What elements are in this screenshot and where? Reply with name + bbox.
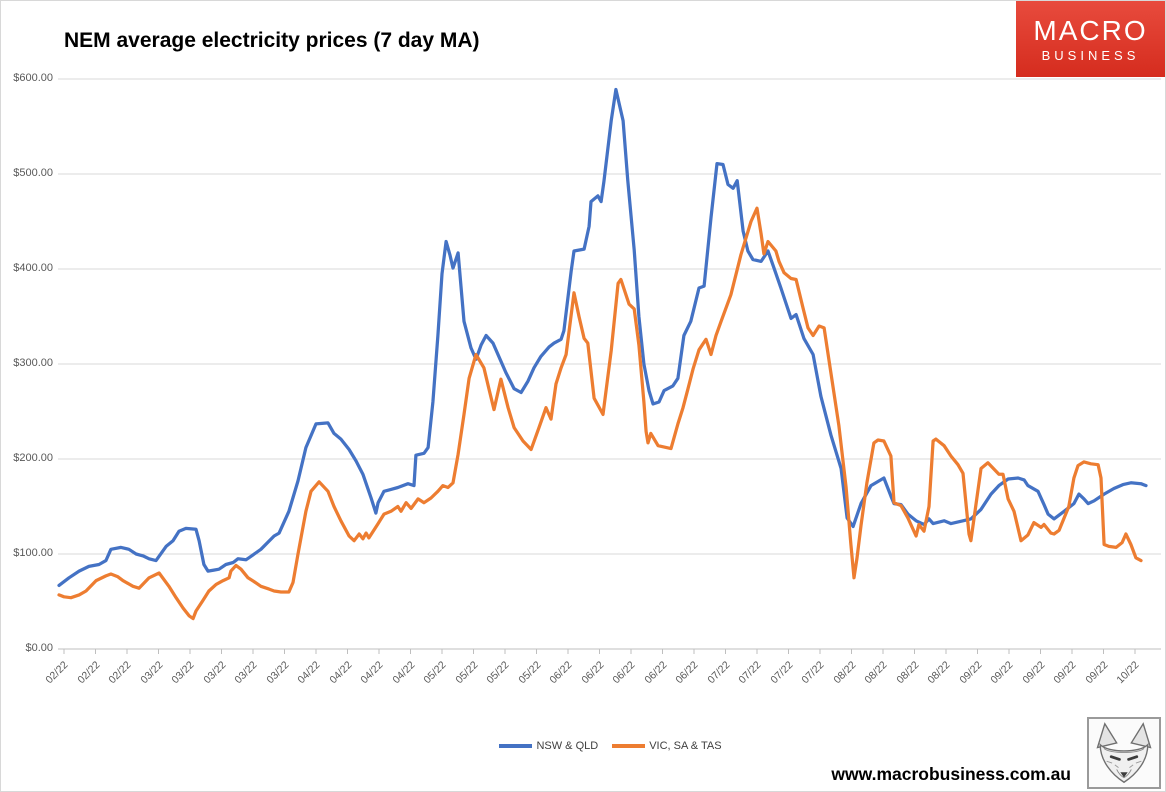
macrobusiness-logo: MACRO BUSINESS <box>1016 1 1165 77</box>
logo-text-macro: MACRO <box>1033 14 1148 46</box>
legend-label-nsw-qld: NSW & QLD <box>536 740 599 752</box>
y-axis-label: $500.00 <box>13 167 53 179</box>
legend-item-vic-sa-tas: VIC, SA & TAS <box>612 740 722 752</box>
vic-sa-tas-line <box>57 206 1143 621</box>
legend-item-nsw-qld: NSW & QLD <box>499 740 598 752</box>
fox-logo <box>1087 717 1161 789</box>
nsw-qld-line <box>57 87 1148 588</box>
legend-swatch-vic-sa-tas <box>612 744 646 748</box>
logo-text-business: BUSINESS <box>1041 47 1140 63</box>
website-url: www.macrobusiness.com.au <box>831 764 1071 784</box>
y-axis-label: $100.00 <box>13 547 53 559</box>
y-axis-label: $600.00 <box>13 72 53 84</box>
y-axis-label: $200.00 <box>13 452 53 464</box>
y-axis-label: $0.00 <box>25 642 53 654</box>
fox-icon <box>1096 722 1152 784</box>
y-axis-label: $300.00 <box>13 357 53 369</box>
legend-swatch-nsw-qld <box>499 744 533 748</box>
legend: NSW & QLD VIC, SA & TAS <box>1 740 1165 752</box>
legend-label-vic-sa-tas: VIC, SA & TAS <box>649 740 722 752</box>
y-axis-label: $400.00 <box>13 262 53 274</box>
chart-title: NEM average electricity prices (7 day MA… <box>64 29 480 52</box>
